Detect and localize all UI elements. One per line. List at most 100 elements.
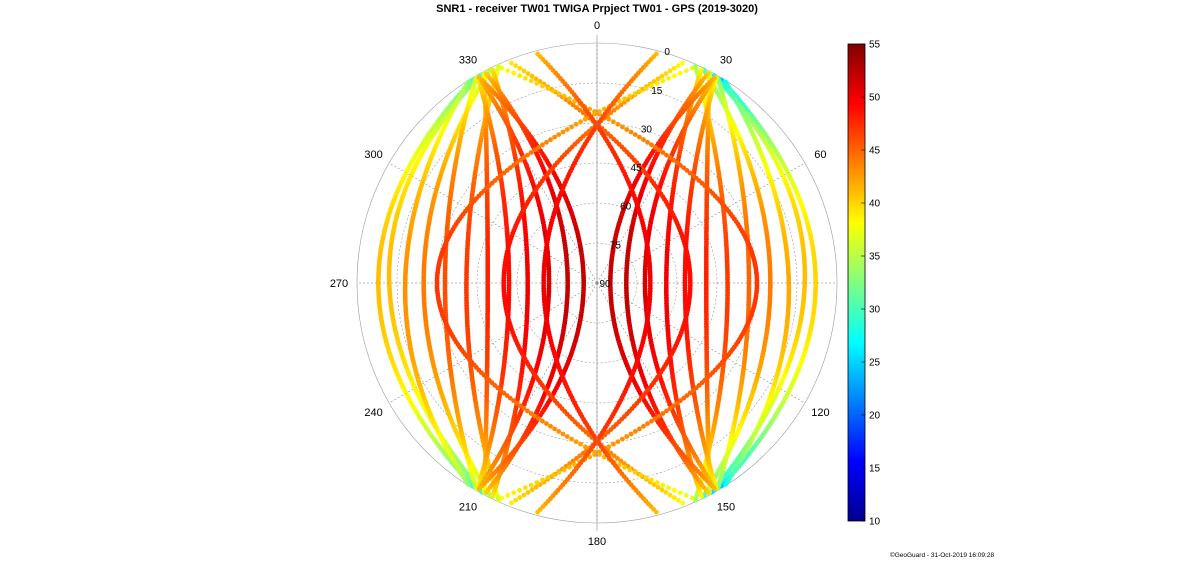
snr-point [683, 68, 689, 73]
snr-point [680, 500, 685, 506]
snr-point [676, 63, 681, 69]
snr-point [544, 139, 549, 145]
snr-point [663, 71, 669, 76]
snr-point [632, 429, 638, 434]
snr-point [667, 492, 673, 498]
satellite-tracks [375, 51, 819, 515]
snr-point [561, 467, 567, 473]
satellite-track [477, 75, 587, 491]
snr-point [689, 65, 695, 71]
snr-point [556, 429, 562, 434]
snr-point [649, 418, 654, 424]
snr-point [523, 75, 528, 81]
snr-point [660, 482, 666, 488]
snr-point [597, 452, 602, 457]
snr-point [564, 127, 570, 132]
snr-point [567, 464, 572, 470]
chart-title: SNR1 - receiver TW01 TWIGA Prpject TW01 … [436, 3, 758, 15]
snr-point [521, 68, 527, 74]
snr-point [683, 493, 689, 498]
snr-point [723, 481, 729, 487]
snr-point [632, 470, 638, 475]
snr-point [611, 441, 616, 447]
snr-point [569, 436, 574, 442]
snr-point [521, 492, 527, 498]
snr-point [529, 487, 535, 493]
snr-point [513, 497, 518, 503]
snr-point [573, 439, 579, 445]
snr-point [511, 70, 517, 76]
snr-point [663, 490, 669, 495]
snr-point [483, 490, 489, 495]
snr-point [529, 73, 535, 79]
snr-point [671, 65, 677, 71]
snr-point [624, 434, 630, 439]
snr-point [513, 63, 518, 69]
snr-point [659, 73, 665, 79]
snr-point [528, 78, 534, 84]
snr-point [544, 421, 549, 427]
snr-point [523, 485, 528, 491]
snr-point [672, 73, 677, 79]
snr-point [545, 475, 551, 480]
snr-point [643, 86, 649, 91]
snr-point [699, 493, 704, 499]
snr-point [620, 124, 625, 130]
snr-point [465, 481, 471, 487]
snr-point [505, 493, 511, 498]
snr-point [535, 509, 540, 515]
snr-point [525, 71, 531, 76]
snr-point [622, 96, 627, 102]
snr-point [534, 81, 540, 86]
snr-point [677, 70, 683, 76]
snr-point [641, 137, 646, 143]
snr-point [548, 137, 553, 143]
snr-point [540, 477, 545, 483]
snr-point [620, 436, 625, 442]
snr-point [655, 484, 661, 490]
snr-point [611, 119, 616, 125]
satellite-track [719, 77, 819, 489]
snr-point [564, 434, 570, 439]
snr-point [705, 490, 711, 495]
snr-point [556, 132, 562, 138]
snr-point [511, 490, 517, 496]
snr-point [638, 88, 643, 94]
snr-point [671, 495, 677, 501]
snr-point [645, 421, 650, 427]
snr-point [622, 464, 627, 470]
snr-point [551, 472, 556, 478]
snr-point [533, 76, 539, 82]
satellite-track [442, 75, 479, 491]
snr-point [659, 487, 665, 493]
snr-point [615, 121, 621, 127]
snr-point [666, 485, 671, 491]
snr-point [677, 490, 683, 496]
snr-point [641, 423, 646, 429]
snr-point [573, 121, 579, 127]
snr-point [560, 431, 566, 437]
snr-point [560, 129, 566, 135]
snr-point [597, 109, 602, 114]
snr-point [548, 423, 553, 429]
snr-point [540, 83, 545, 89]
snr-point [536, 416, 541, 421]
snr-point [649, 142, 654, 148]
snr-point [582, 116, 588, 122]
snr-point [490, 493, 495, 499]
snr-point [509, 60, 514, 66]
snr-point [567, 96, 572, 102]
snr-point [517, 495, 523, 501]
snr-point [637, 426, 642, 432]
snr-point [499, 65, 505, 71]
snr-point [615, 439, 621, 445]
snr-point [540, 418, 545, 424]
snr-point [627, 93, 633, 99]
snr-point [627, 467, 633, 473]
snr-point [528, 482, 534, 488]
snr-point [653, 416, 658, 421]
snr-point [545, 86, 551, 91]
snr-point [533, 484, 539, 490]
snr-point [552, 134, 557, 140]
